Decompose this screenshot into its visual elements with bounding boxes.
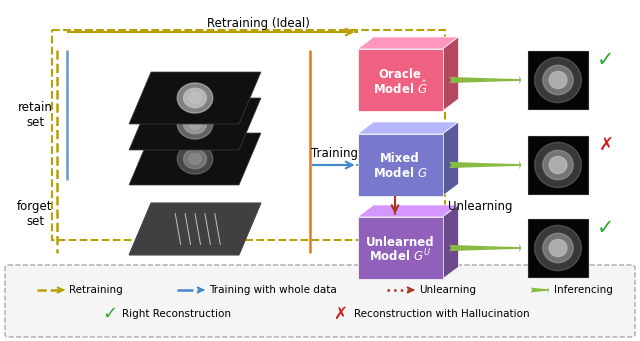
Text: retain
set: retain set bbox=[17, 101, 52, 129]
FancyBboxPatch shape bbox=[358, 217, 442, 279]
Text: ✗: ✗ bbox=[333, 305, 347, 323]
Text: Right Reconstruction: Right Reconstruction bbox=[122, 309, 231, 319]
Ellipse shape bbox=[534, 143, 581, 188]
Ellipse shape bbox=[177, 109, 212, 139]
Polygon shape bbox=[442, 37, 458, 111]
Text: Mixed: Mixed bbox=[380, 152, 420, 165]
FancyBboxPatch shape bbox=[528, 51, 588, 109]
Ellipse shape bbox=[549, 239, 567, 256]
Ellipse shape bbox=[534, 225, 581, 271]
FancyBboxPatch shape bbox=[528, 136, 588, 194]
FancyBboxPatch shape bbox=[358, 49, 442, 111]
Ellipse shape bbox=[177, 83, 212, 113]
Ellipse shape bbox=[189, 119, 201, 129]
Text: Unlearning: Unlearning bbox=[448, 200, 513, 213]
Polygon shape bbox=[129, 98, 261, 150]
FancyBboxPatch shape bbox=[358, 134, 442, 196]
Ellipse shape bbox=[534, 57, 581, 103]
Ellipse shape bbox=[543, 65, 573, 95]
Ellipse shape bbox=[184, 88, 207, 108]
Ellipse shape bbox=[543, 150, 573, 180]
Ellipse shape bbox=[177, 144, 212, 174]
Polygon shape bbox=[129, 133, 261, 185]
Ellipse shape bbox=[189, 154, 201, 164]
Text: ✓: ✓ bbox=[597, 218, 615, 238]
Text: Reconstruction with Hallucination: Reconstruction with Hallucination bbox=[354, 309, 530, 319]
FancyBboxPatch shape bbox=[5, 265, 635, 337]
Text: Model $G^U$: Model $G^U$ bbox=[369, 248, 431, 264]
Polygon shape bbox=[358, 205, 458, 217]
Ellipse shape bbox=[543, 233, 573, 263]
Text: Oracle: Oracle bbox=[379, 68, 421, 80]
Polygon shape bbox=[358, 37, 458, 49]
Text: Retraining (Ideal): Retraining (Ideal) bbox=[207, 16, 309, 30]
Text: Training: Training bbox=[311, 148, 358, 161]
Text: Model $\hat{G}$: Model $\hat{G}$ bbox=[372, 79, 428, 97]
Text: ✓: ✓ bbox=[597, 50, 615, 70]
FancyBboxPatch shape bbox=[528, 219, 588, 277]
Text: Training with whole data: Training with whole data bbox=[209, 285, 337, 295]
Ellipse shape bbox=[549, 157, 567, 174]
Text: ✓: ✓ bbox=[102, 305, 118, 323]
Polygon shape bbox=[129, 203, 261, 255]
Ellipse shape bbox=[189, 93, 201, 103]
Ellipse shape bbox=[184, 114, 207, 134]
Polygon shape bbox=[129, 203, 261, 255]
Polygon shape bbox=[442, 122, 458, 196]
Polygon shape bbox=[442, 205, 458, 279]
Text: Model $G$: Model $G$ bbox=[372, 166, 428, 180]
Text: Unlearning: Unlearning bbox=[419, 285, 476, 295]
Text: Inferencing: Inferencing bbox=[554, 285, 613, 295]
Text: Unlearned: Unlearned bbox=[365, 236, 435, 249]
Text: Retraining: Retraining bbox=[69, 285, 123, 295]
Polygon shape bbox=[358, 122, 458, 134]
Ellipse shape bbox=[184, 149, 207, 169]
Text: ✗: ✗ bbox=[598, 136, 614, 154]
Text: forget
set: forget set bbox=[17, 200, 52, 228]
Polygon shape bbox=[129, 72, 261, 124]
Ellipse shape bbox=[549, 71, 567, 89]
